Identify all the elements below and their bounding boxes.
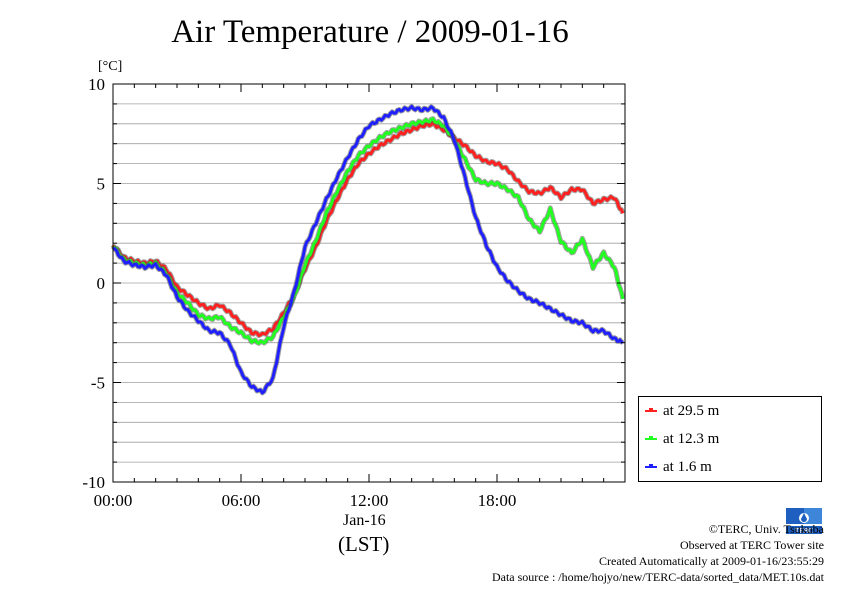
legend-label: at 12.3 m	[663, 430, 720, 447]
grid-lines	[113, 103, 625, 463]
series-shadow-2	[112, 103, 625, 396]
tick-labels: 00:00 06:00 12:00 18:00 10 5 0 -5 -10	[82, 75, 516, 510]
credit-line: ©TERC, Univ. Tsukuba	[708, 522, 824, 536]
y-tick-label: 0	[97, 274, 106, 293]
legend-item-29m: at 29.5 m	[645, 400, 719, 422]
credit-line: Created Automatically at 2009-01-16/23:5…	[599, 554, 824, 568]
x-tick-label: 12:00	[350, 491, 389, 510]
series-line-2	[112, 104, 624, 395]
legend-label: at 1.6 m	[663, 458, 712, 475]
x-tick-label: 06:00	[222, 491, 261, 510]
legend-swatch-29m	[645, 408, 657, 412]
legend-swatch-12m	[645, 436, 657, 440]
series-line-0	[111, 120, 625, 337]
x-axis-date-label: Jan-16	[343, 512, 386, 529]
axis-ticks	[112, 83, 626, 483]
y-tick-label: -10	[82, 473, 105, 492]
chart-title: Air Temperature / 2009-01-16	[171, 14, 569, 50]
legend-item-1m: at 1.6 m	[645, 456, 712, 478]
x-tick-label: 18:00	[478, 491, 517, 510]
y-tick-label: -5	[91, 374, 105, 393]
legend: at 29.5 m at 12.3 m at 1.6 m	[638, 396, 822, 482]
credit-line: Data source : /home/hojyo/new/TERC-data/…	[491, 570, 824, 584]
credits: ©TERC, Univ. Tsukuba Observed at TERC To…	[492, 521, 824, 585]
plot-area	[110, 103, 626, 396]
series-line-1	[111, 117, 625, 345]
y-tick-label: 5	[97, 175, 106, 194]
legend-item-12m: at 12.3 m	[645, 428, 719, 450]
x-tick-label: 00:00	[94, 491, 133, 510]
y-tick-label: 10	[88, 75, 105, 94]
credit-line: Observed at TERC Tower site	[679, 538, 824, 552]
y-axis-unit-label: [°C]	[98, 59, 122, 74]
x-axis-note: (LST)	[338, 532, 390, 556]
terc-logo: TERC	[784, 504, 824, 536]
logo-text: TERC	[794, 527, 813, 535]
legend-swatch-1m	[645, 464, 657, 468]
legend-label: at 29.5 m	[663, 402, 720, 419]
